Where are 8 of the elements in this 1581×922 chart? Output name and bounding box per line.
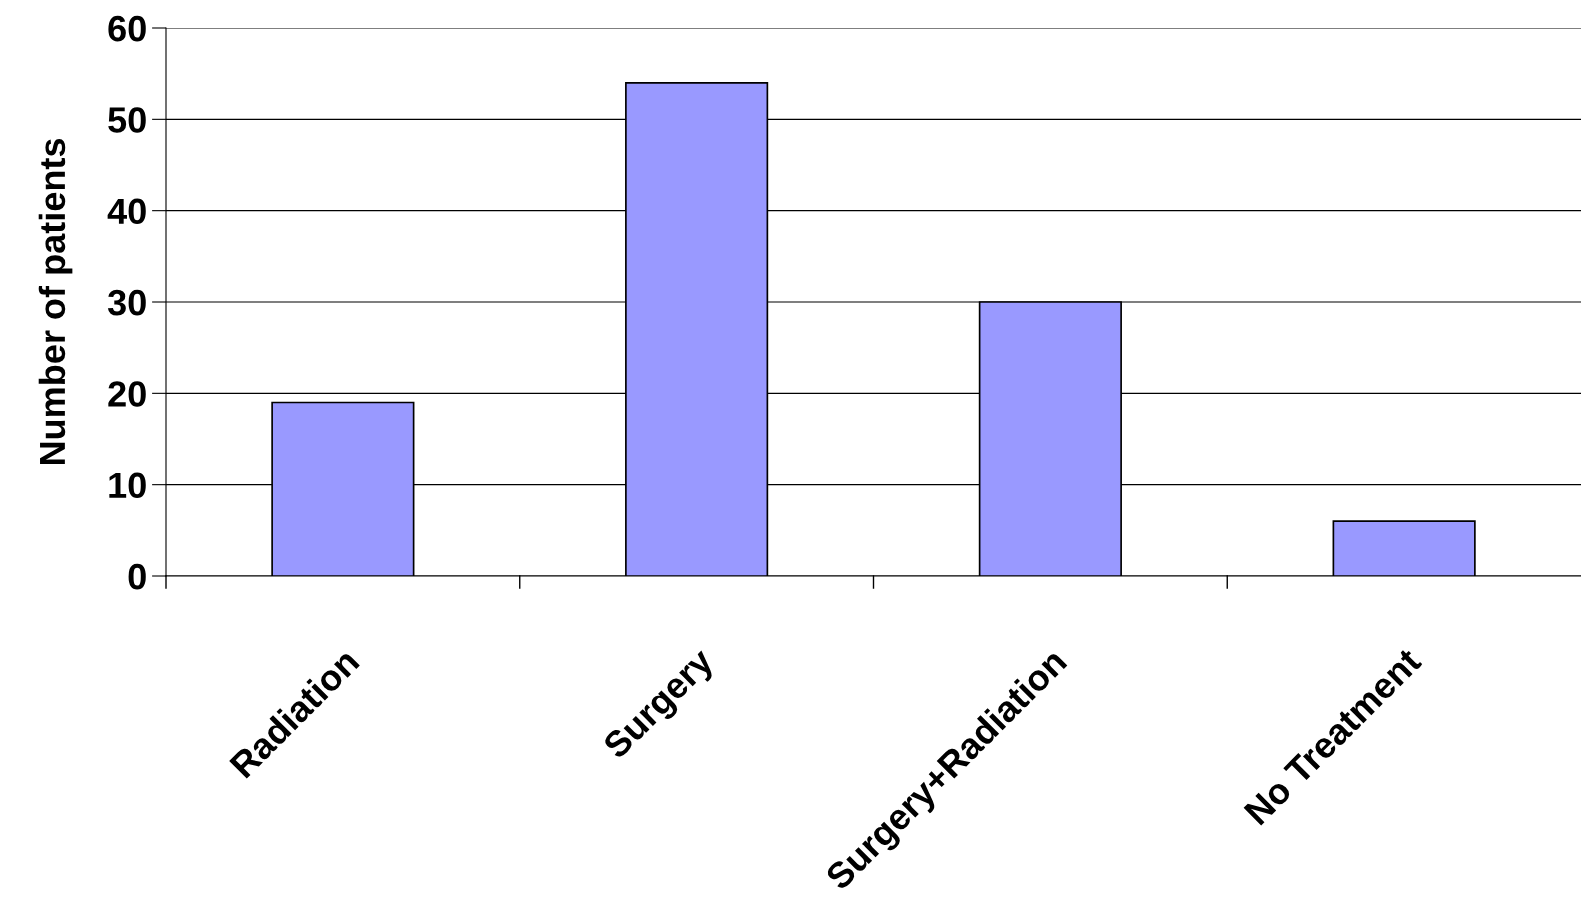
y-axis-title: Number of patients <box>38 138 73 465</box>
y-tick-label: 40 <box>107 198 146 225</box>
y-tick-label: 60 <box>108 15 146 42</box>
y-tick-label: 0 <box>128 563 146 590</box>
y-tick-label: 20 <box>108 381 146 407</box>
y-tick-label: 30 <box>107 289 146 316</box>
y-tick-label: 10 <box>109 472 146 499</box>
y-tick-label: 50 <box>108 107 146 133</box>
